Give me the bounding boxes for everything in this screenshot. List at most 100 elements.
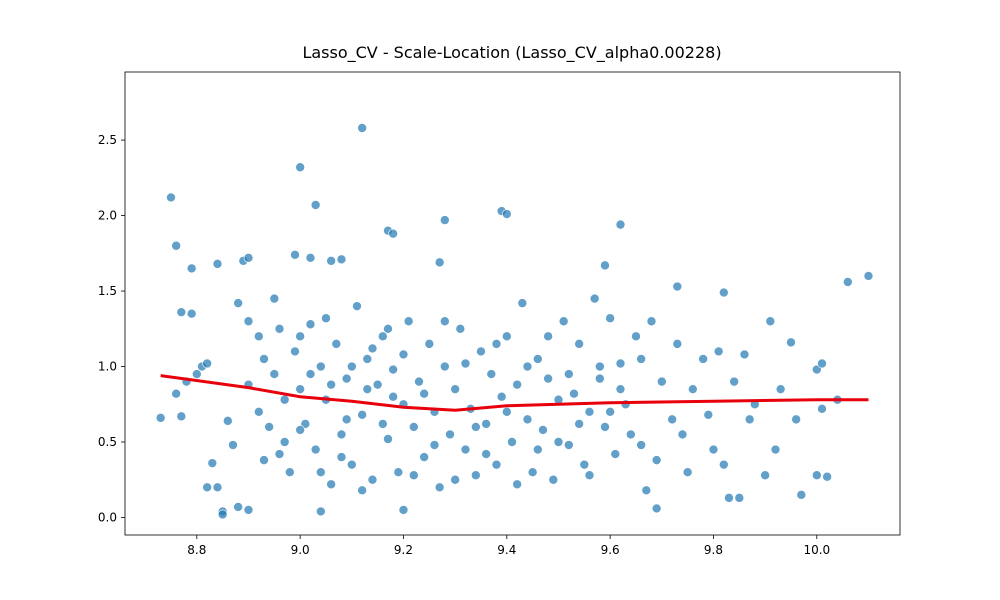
scatter-point bbox=[502, 331, 512, 342]
scatter-point bbox=[615, 219, 626, 230]
scatter-point bbox=[708, 444, 719, 455]
scatter-point bbox=[362, 354, 373, 364]
scatter-point bbox=[564, 369, 574, 379]
scatter-point bbox=[481, 449, 491, 459]
scatter-point bbox=[445, 429, 455, 440]
scatter-point bbox=[295, 331, 305, 342]
scatter-point bbox=[595, 361, 605, 372]
scatter-point bbox=[171, 388, 181, 399]
scatter-point bbox=[383, 323, 393, 334]
scatter-point bbox=[677, 429, 688, 440]
scatter-point bbox=[279, 437, 290, 447]
scatter-point bbox=[212, 482, 223, 493]
scatter-point bbox=[512, 379, 522, 390]
plot-frame bbox=[124, 71, 901, 536]
scatter-point bbox=[595, 373, 605, 384]
scatter-point bbox=[440, 316, 450, 327]
scatter-point bbox=[357, 410, 367, 420]
scatter-point bbox=[791, 414, 801, 425]
scatter-point bbox=[202, 482, 212, 493]
scatter-point bbox=[305, 369, 316, 379]
chart-title: Lasso_CV - Scale-Location (Lasso_CV_alph… bbox=[302, 43, 721, 63]
scatter-point bbox=[372, 379, 383, 390]
scatter-point bbox=[631, 331, 641, 342]
scatter-point bbox=[310, 444, 321, 455]
scatter-point bbox=[409, 470, 419, 481]
scatter-point bbox=[243, 505, 254, 515]
scatter-point bbox=[254, 407, 264, 417]
y-tick-label: 0.5 bbox=[98, 435, 117, 449]
scatter-point bbox=[295, 425, 305, 435]
scatter-point bbox=[512, 479, 522, 490]
scatter-point bbox=[558, 316, 569, 327]
scatter-point bbox=[600, 422, 610, 432]
scatter-point bbox=[321, 313, 331, 324]
scatter-point bbox=[481, 419, 491, 429]
scatter-point bbox=[305, 319, 316, 330]
scatter-point bbox=[517, 298, 528, 308]
scatter-point bbox=[429, 440, 440, 450]
scatter-point bbox=[316, 506, 326, 517]
scatter-point bbox=[533, 354, 543, 364]
scatter-point bbox=[388, 364, 398, 375]
scatter-point bbox=[646, 316, 657, 327]
scatter-point bbox=[269, 369, 280, 379]
scatter-point bbox=[212, 259, 223, 269]
scatter-point bbox=[393, 467, 404, 477]
scatter-point bbox=[274, 449, 285, 459]
scatter-point bbox=[316, 361, 326, 372]
scatter-point bbox=[713, 346, 724, 357]
scatter-point bbox=[533, 444, 543, 455]
scatter-point bbox=[553, 437, 564, 447]
scatter-point bbox=[574, 419, 584, 429]
scatter-point bbox=[589, 293, 600, 304]
scatter-point bbox=[543, 331, 553, 342]
scatter-point bbox=[527, 467, 538, 477]
scatter-point bbox=[538, 425, 548, 435]
y-tick-label: 0.0 bbox=[98, 510, 117, 524]
scatter-point bbox=[739, 349, 750, 360]
scatter-point bbox=[765, 316, 776, 327]
scatter-point bbox=[651, 455, 662, 465]
scatter-point bbox=[703, 410, 714, 420]
scatter-point bbox=[502, 407, 512, 417]
scatter-point bbox=[667, 414, 677, 425]
scatter-point bbox=[269, 293, 280, 304]
scatter-point bbox=[843, 277, 853, 287]
scatter-point bbox=[367, 343, 378, 354]
scatter-point bbox=[450, 474, 460, 485]
scatter-point bbox=[460, 358, 471, 369]
scatter-point bbox=[326, 379, 336, 390]
scatter-point bbox=[636, 354, 646, 364]
scatter-point bbox=[341, 373, 352, 384]
scatter-point bbox=[259, 455, 269, 465]
x-tick-label: 8.8 bbox=[187, 543, 206, 557]
scatter-point bbox=[166, 192, 176, 203]
scatter-point bbox=[414, 376, 424, 387]
scatter-point bbox=[548, 474, 559, 485]
x-tick-label: 9.0 bbox=[291, 543, 310, 557]
scatter-point bbox=[326, 256, 336, 266]
scatter-point bbox=[502, 209, 512, 219]
scatter-point bbox=[357, 123, 367, 133]
scatter-point bbox=[310, 200, 321, 210]
scatter-point bbox=[295, 162, 305, 173]
scatter-point bbox=[264, 422, 274, 432]
scatter-point bbox=[357, 485, 367, 496]
scatter-point bbox=[491, 459, 502, 470]
scatter-point bbox=[285, 467, 295, 477]
scatter-point bbox=[171, 240, 181, 251]
scatter-point bbox=[688, 384, 698, 394]
scatter-point bbox=[388, 391, 398, 402]
scatter-point bbox=[409, 422, 419, 432]
scatter-point bbox=[657, 376, 667, 387]
scatter-point bbox=[383, 434, 393, 444]
y-tick-label: 2.0 bbox=[98, 209, 117, 223]
scatter-point bbox=[336, 429, 347, 440]
scatter-point bbox=[817, 403, 827, 414]
scatter-point bbox=[471, 470, 481, 481]
scatter-point bbox=[398, 349, 409, 360]
scatter-point bbox=[636, 440, 646, 450]
scatter-point bbox=[274, 323, 285, 334]
scatter-point bbox=[347, 459, 357, 470]
